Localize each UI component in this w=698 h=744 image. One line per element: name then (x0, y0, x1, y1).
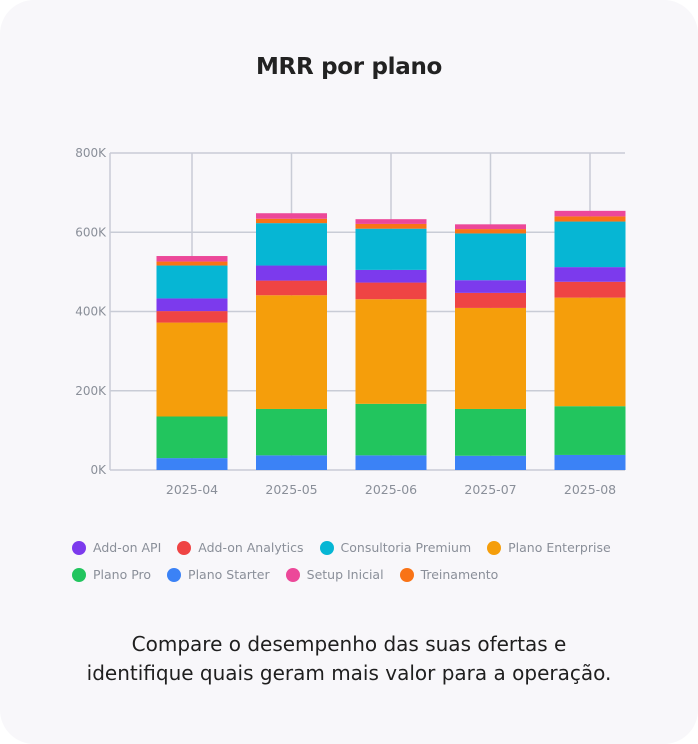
x-tick-label: 2025-06 (365, 482, 417, 497)
bar-segment-plano-enterprise (355, 299, 427, 404)
bar-segment-plano-starter (256, 455, 327, 470)
legend-label: Add-on Analytics (198, 540, 304, 555)
legend-label: Add-on API (93, 540, 162, 555)
legend-row-2: Plano Pro Plano Starter Setup Inicial Tr… (72, 561, 672, 588)
bar-segment-treinamento (554, 216, 626, 222)
legend-swatch (72, 567, 86, 582)
bar-segment-consultoria-premium (256, 223, 327, 266)
bar-segment-treinamento (355, 223, 427, 229)
bar-segment-setup-inicial (256, 213, 327, 219)
y-tick-label: 200K (75, 384, 107, 398)
bar-segment-plano-enterprise (455, 307, 526, 409)
legend-swatch (399, 567, 414, 582)
bar-segment-plano-starter (554, 454, 626, 470)
legend-item-add-on-analytics[interactable]: Add-on Analytics (177, 540, 304, 555)
x-tick-label: 2025-07 (464, 482, 516, 497)
chart-legend: Add-on API Add-on Analytics Consultoria … (72, 534, 672, 588)
bar-segment-add-on-api (554, 267, 626, 282)
legend-item-setup-inicial[interactable]: Setup Inicial (285, 567, 384, 582)
legend-label: Consultoria Premium (340, 540, 472, 555)
bar-segment-add-on-api (355, 269, 427, 283)
bar-segment-plano-pro (355, 403, 427, 456)
stacked-bar-chart: 0K 200K 400K 600K 800K 2025-04 2025-05 2025-06 2… (75, 146, 626, 497)
legend-item-add-on-api[interactable]: Add-on API (72, 540, 161, 555)
caption-line-2: identifique quais geram mais valor para … (86, 661, 612, 685)
legend-label: Plano Starter (188, 567, 270, 582)
bar-segment-add-on-analytics (256, 280, 327, 296)
bar-segment-add-on-api (455, 280, 526, 293)
legend-label: Setup Inicial (306, 567, 384, 582)
x-tick-label: 2025-08 (564, 482, 616, 497)
bar-segment-consultoria-premium (355, 228, 427, 270)
legend-item-plano-enterprise[interactable]: Plano Enterprise (487, 540, 611, 555)
bar-segment-setup-inicial (455, 224, 526, 230)
bar-segment-setup-inicial (156, 256, 228, 262)
legend-label: Plano Pro (93, 567, 152, 582)
y-tick-label: 800K (75, 146, 107, 160)
legend-swatch (72, 540, 86, 555)
bar-segment-plano-starter (455, 455, 526, 470)
legend-item-plano-starter[interactable]: Plano Starter (167, 567, 270, 582)
bar-segment-plano-enterprise (256, 295, 327, 409)
legend-item-plano-pro[interactable]: Plano Pro (72, 567, 151, 582)
x-tick-label: 2025-04 (166, 482, 218, 497)
legend-swatch (177, 540, 192, 555)
bar-segment-treinamento (455, 229, 526, 234)
legend-item-consultoria-premium[interactable]: Consultoria Premium (319, 540, 472, 555)
bar-segment-treinamento (156, 261, 228, 266)
bar-segment-add-on-api (156, 298, 228, 312)
y-tick-label: 0K (90, 463, 107, 477)
x-tick-label: 2025-05 (265, 482, 317, 497)
y-tick-label: 600K (75, 225, 107, 239)
bar-segment-consultoria-premium (455, 233, 526, 281)
legend-swatch (167, 567, 182, 582)
caption-line-1: Compare o desempenho das suas ofertas e (131, 632, 567, 656)
bar-segment-plano-starter (355, 455, 427, 470)
legend-swatch (285, 567, 300, 582)
legend-item-treinamento[interactable]: Treinamento (399, 567, 499, 582)
bar-segment-consultoria-premium (156, 265, 228, 299)
legend-swatch (319, 540, 334, 555)
bar-segment-plano-pro (455, 408, 526, 456)
bar-segment-add-on-api (256, 265, 327, 281)
bar-segment-plano-pro (156, 416, 228, 459)
bar-segment-setup-inicial (355, 219, 427, 224)
chart-title: MRR por plano (255, 54, 443, 80)
bar-segment-consultoria-premium (554, 221, 626, 268)
bar-segment-plano-pro (554, 406, 626, 455)
bar-segment-plano-starter (156, 458, 228, 470)
bar-segment-add-on-analytics (156, 311, 228, 323)
legend-label: Treinamento (420, 567, 499, 582)
bar-segment-treinamento (256, 218, 327, 224)
legend-label: Plano Enterprise (508, 540, 611, 555)
legend-row-1: Add-on API Add-on Analytics Consultoria … (72, 534, 672, 561)
bar-segment-plano-enterprise (554, 297, 626, 407)
bar-segment-plano-pro (256, 408, 327, 456)
bar-segment-plano-enterprise (156, 322, 228, 417)
y-tick-label: 400K (75, 305, 107, 319)
chart-caption: Compare o desempenho das suas ofertas e … (0, 630, 698, 688)
bar-segment-add-on-analytics (355, 282, 427, 300)
bar-segment-add-on-analytics (455, 292, 526, 308)
legend-swatch (487, 540, 502, 555)
bar-segment-add-on-analytics (554, 281, 626, 298)
bar-segment-setup-inicial (554, 210, 626, 217)
